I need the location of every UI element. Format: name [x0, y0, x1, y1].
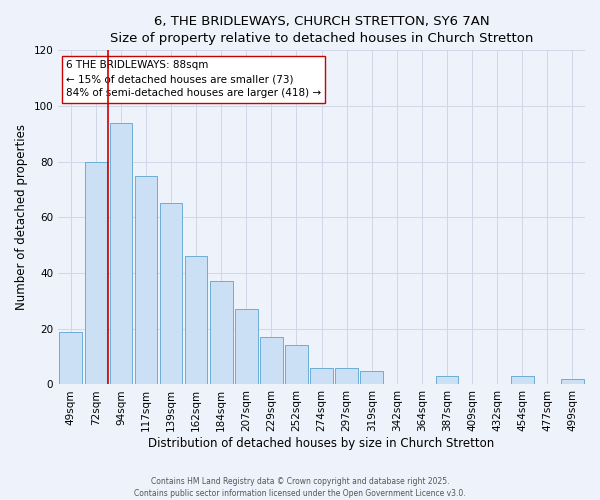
Bar	[210, 282, 233, 385]
Bar	[285, 346, 308, 385]
Bar	[260, 337, 283, 384]
Bar	[160, 204, 182, 384]
Bar	[310, 368, 333, 384]
Bar	[436, 376, 458, 384]
Bar	[235, 310, 257, 384]
Text: Contains HM Land Registry data © Crown copyright and database right 2025.
Contai: Contains HM Land Registry data © Crown c…	[134, 476, 466, 498]
Title: 6, THE BRIDLEWAYS, CHURCH STRETTON, SY6 7AN
Size of property relative to detache: 6, THE BRIDLEWAYS, CHURCH STRETTON, SY6 …	[110, 15, 533, 45]
Bar	[511, 376, 533, 384]
Bar	[185, 256, 208, 384]
Bar	[134, 176, 157, 384]
Bar	[85, 162, 107, 384]
X-axis label: Distribution of detached houses by size in Church Stretton: Distribution of detached houses by size …	[148, 437, 495, 450]
Y-axis label: Number of detached properties: Number of detached properties	[15, 124, 28, 310]
Bar	[110, 122, 132, 384]
Bar	[335, 368, 358, 384]
Bar	[561, 379, 584, 384]
Bar	[59, 332, 82, 384]
Text: 6 THE BRIDLEWAYS: 88sqm
← 15% of detached houses are smaller (73)
84% of semi-de: 6 THE BRIDLEWAYS: 88sqm ← 15% of detache…	[66, 60, 321, 98]
Bar	[361, 370, 383, 384]
